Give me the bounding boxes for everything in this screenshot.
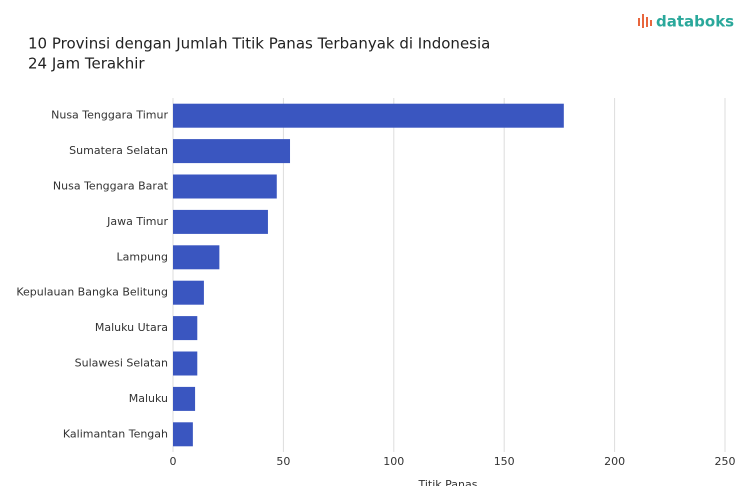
x-axis-label: Titik Panas xyxy=(418,478,478,486)
y-tick-label: Sumatera Selatan xyxy=(69,144,168,157)
chart-subtitle: 24 Jam Terakhir xyxy=(28,55,145,73)
brand-logo: databoks xyxy=(638,13,734,31)
x-tick-label: 200 xyxy=(604,455,625,468)
y-tick-label: Sulawesi Selatan xyxy=(75,357,168,370)
chart-title: 10 Provinsi dengan Jumlah Titik Panas Te… xyxy=(28,35,490,53)
brand-name: databoks xyxy=(656,13,734,31)
x-tick-label: 100 xyxy=(383,455,404,468)
y-tick-label: Jawa Timur xyxy=(106,215,168,228)
bar xyxy=(173,174,277,199)
bar xyxy=(173,386,196,411)
bar xyxy=(173,422,193,447)
x-tick-label: 50 xyxy=(276,455,290,468)
bar xyxy=(173,245,220,270)
y-tick-label: Nusa Tenggara Barat xyxy=(53,180,169,193)
x-tick-label: 150 xyxy=(494,455,515,468)
bar xyxy=(173,209,268,234)
y-tick-label: Kalimantan Tengah xyxy=(63,427,168,440)
y-tick-label: Maluku Utara xyxy=(95,321,168,334)
y-tick-label: Maluku xyxy=(129,392,168,405)
x-tick-label: 250 xyxy=(715,455,736,468)
bar xyxy=(173,280,204,305)
x-tick-label: 0 xyxy=(170,455,177,468)
bar xyxy=(173,103,564,128)
y-tick-label: Kepulauan Bangka Belitung xyxy=(16,286,168,299)
y-tick-label: Nusa Tenggara Timur xyxy=(51,109,168,122)
bar xyxy=(173,316,198,341)
bar xyxy=(173,351,198,376)
y-tick-label: Lampung xyxy=(117,250,169,263)
bar xyxy=(173,139,291,164)
